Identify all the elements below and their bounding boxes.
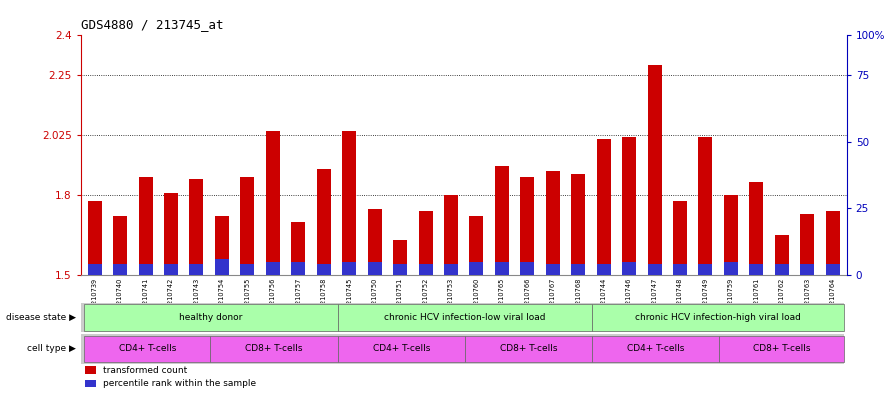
Bar <box>699 264 712 275</box>
Legend: transformed count, percentile rank within the sample: transformed count, percentile rank withi… <box>85 366 256 389</box>
Bar <box>215 259 228 275</box>
Bar <box>826 211 840 275</box>
Bar <box>749 182 763 275</box>
Bar <box>521 262 534 275</box>
Bar <box>393 241 407 275</box>
Bar <box>546 171 560 275</box>
Bar <box>775 264 788 275</box>
Text: CD8+ T-cells: CD8+ T-cells <box>500 344 557 353</box>
Text: CD4+ T-cells: CD4+ T-cells <box>627 344 685 353</box>
FancyBboxPatch shape <box>81 334 844 364</box>
FancyBboxPatch shape <box>338 336 465 362</box>
Bar <box>648 65 661 275</box>
Bar <box>775 235 788 275</box>
Bar <box>367 262 382 275</box>
Text: CD4+ T-cells: CD4+ T-cells <box>373 344 430 353</box>
Bar <box>113 217 127 275</box>
Bar <box>189 264 203 275</box>
Bar <box>572 174 585 275</box>
Bar <box>316 169 331 275</box>
Bar <box>622 137 636 275</box>
Bar <box>724 195 738 275</box>
Bar <box>597 139 611 275</box>
Bar <box>316 264 331 275</box>
Bar <box>266 131 280 275</box>
Text: chronic HCV infection-high viral load: chronic HCV infection-high viral load <box>635 313 801 322</box>
FancyBboxPatch shape <box>84 336 211 362</box>
Bar <box>444 195 458 275</box>
Bar <box>164 264 178 275</box>
Text: CD4+ T-cells: CD4+ T-cells <box>119 344 177 353</box>
Bar <box>240 176 254 275</box>
Bar <box>699 137 712 275</box>
Bar <box>215 217 228 275</box>
Text: CD8+ T-cells: CD8+ T-cells <box>246 344 303 353</box>
Bar <box>495 262 509 275</box>
Text: cell type ▶: cell type ▶ <box>27 344 76 353</box>
Bar <box>597 264 611 275</box>
Bar <box>342 131 356 275</box>
Text: disease state ▶: disease state ▶ <box>6 313 76 322</box>
Bar <box>470 262 484 275</box>
FancyBboxPatch shape <box>81 303 844 332</box>
Bar <box>164 193 178 275</box>
Bar <box>342 262 356 275</box>
Text: GDS4880 / 213745_at: GDS4880 / 213745_at <box>81 18 223 31</box>
FancyBboxPatch shape <box>719 336 844 362</box>
Bar <box>800 214 814 275</box>
Bar <box>418 264 433 275</box>
Bar <box>546 264 560 275</box>
Text: healthy donor: healthy donor <box>179 313 243 322</box>
Bar <box>826 264 840 275</box>
FancyBboxPatch shape <box>211 336 338 362</box>
Text: chronic HCV infection-low viral load: chronic HCV infection-low viral load <box>384 313 546 322</box>
Bar <box>367 209 382 275</box>
Bar <box>495 166 509 275</box>
FancyBboxPatch shape <box>84 304 338 331</box>
Bar <box>418 211 433 275</box>
Bar <box>749 264 763 275</box>
Bar <box>648 264 661 275</box>
Bar <box>673 264 687 275</box>
Bar <box>724 262 738 275</box>
Text: CD8+ T-cells: CD8+ T-cells <box>753 344 811 353</box>
FancyBboxPatch shape <box>465 336 592 362</box>
Bar <box>673 200 687 275</box>
Bar <box>291 262 306 275</box>
Bar <box>266 262 280 275</box>
Bar <box>291 222 306 275</box>
Bar <box>139 176 152 275</box>
Bar <box>521 176 534 275</box>
Bar <box>240 264 254 275</box>
Bar <box>800 264 814 275</box>
Bar <box>88 264 101 275</box>
Bar <box>444 264 458 275</box>
Bar <box>139 264 152 275</box>
Bar <box>88 200 101 275</box>
Bar <box>470 217 484 275</box>
Bar <box>189 179 203 275</box>
Bar <box>393 264 407 275</box>
FancyBboxPatch shape <box>592 304 844 331</box>
Bar <box>572 264 585 275</box>
Bar <box>113 264 127 275</box>
FancyBboxPatch shape <box>338 304 592 331</box>
Bar <box>622 262 636 275</box>
FancyBboxPatch shape <box>592 336 719 362</box>
